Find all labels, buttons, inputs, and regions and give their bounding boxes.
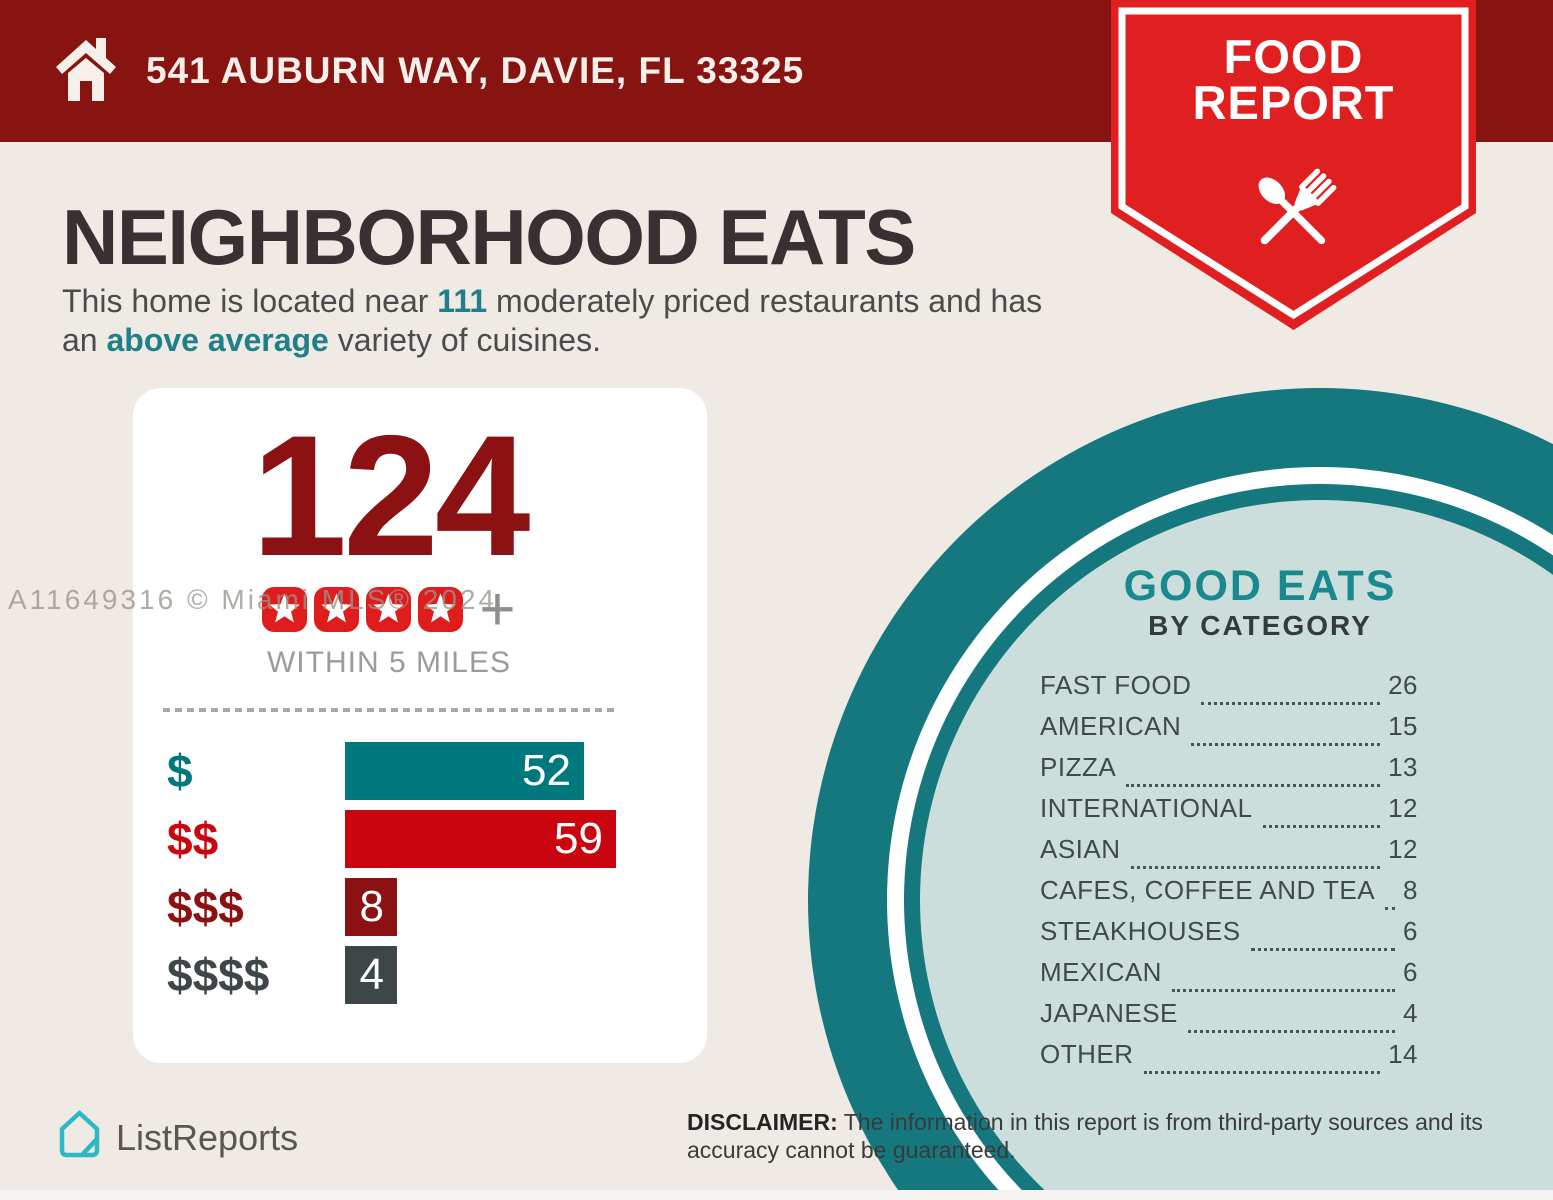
dotted-leader: [1171, 989, 1396, 992]
category-name: OTHER: [1040, 1039, 1134, 1069]
price-bar-row: $$ 59: [133, 810, 707, 868]
food-report-ribbon: FOOD REPORT: [1111, 0, 1476, 330]
category-value: 12: [1388, 793, 1418, 823]
price-bar-value: 52: [522, 746, 571, 795]
price-bar-value: 4: [359, 950, 384, 999]
listreports-wordmark: ListReports: [116, 1116, 299, 1158]
price-bar: 59: [345, 810, 616, 868]
star-icon: [418, 586, 464, 632]
price-tier-label: $$$$: [167, 949, 270, 1001]
category-name: MEXICAN: [1040, 957, 1162, 987]
dotted-leader: [1187, 1030, 1396, 1033]
star-rating: +: [163, 574, 615, 644]
price-tier-label: $$: [167, 813, 219, 865]
plus-icon: +: [479, 574, 516, 644]
category-value: 4: [1403, 998, 1418, 1028]
star-icon: [262, 586, 308, 632]
category-name: PIZZA: [1040, 752, 1117, 782]
category-row: ASIAN 12: [1040, 834, 1418, 875]
category-row: OTHER 14: [1040, 1039, 1418, 1080]
category-value: 15: [1388, 711, 1418, 741]
total-restaurant-count: 124: [251, 400, 531, 592]
category-value: 14: [1388, 1039, 1418, 1069]
price-tier-label: $: [167, 745, 193, 797]
variety-highlight: above average: [106, 322, 329, 358]
category-name: ASIAN: [1040, 834, 1121, 864]
listreports-icon: [58, 1110, 102, 1165]
price-bar-row: $$$$ 4: [133, 946, 707, 1004]
price-bar-value: 59: [554, 814, 603, 863]
category-value: 6: [1403, 916, 1418, 946]
price-bar-row: $$$ 8: [133, 878, 707, 936]
category-row: CAFES, COFFEE AND TEA 8: [1040, 875, 1418, 916]
listreports-logo: ListReports: [58, 1110, 298, 1165]
house-icon: [54, 32, 118, 111]
good-eats-title: GOOD EATS: [1123, 562, 1397, 610]
category-name: AMERICAN: [1040, 711, 1182, 741]
disclaimer-label: DISCLAIMER:: [687, 1109, 838, 1135]
price-bar-row: $ 52: [133, 742, 707, 800]
star-icon: [314, 586, 360, 632]
category-value: 26: [1388, 670, 1418, 700]
bottom-edge-strip: [0, 1190, 1553, 1200]
intro-paragraph: This home is located near 111 moderately…: [62, 283, 1043, 358]
mls-watermark: A11649316 © Miami MLS® 2024: [8, 584, 498, 615]
category-name: JAPANESE: [1040, 998, 1178, 1028]
price-bar: 52: [345, 742, 584, 800]
good-eats-subtitle: BY CATEGORY: [1148, 610, 1372, 641]
category-list: FAST FOOD 26 AMERICAN 15 PIZZA 13 INTERNATIONA…: [1040, 670, 1418, 1080]
dotted-leader: [1201, 702, 1381, 705]
category-name: INTERNATIONAL: [1040, 793, 1253, 823]
category-name: STEAKHOUSES: [1040, 916, 1241, 946]
category-name: CAFES, COFFEE AND TEA: [1040, 875, 1376, 905]
category-row: STEAKHOUSES 6: [1040, 916, 1418, 957]
dotted-leader: [1250, 948, 1396, 951]
dashed-divider: [163, 708, 615, 712]
ribbon-title: FOOD REPORT: [1192, 30, 1395, 129]
category-value: 13: [1388, 752, 1418, 782]
dotted-leader: [1191, 743, 1381, 746]
price-bar: 4: [345, 946, 397, 1004]
category-name: FAST FOOD: [1040, 670, 1192, 700]
property-address: 541 AUBURN WAY, DAVIE, FL 33325: [146, 50, 805, 91]
category-row: MEXICAN 6: [1040, 957, 1418, 998]
star-icon: [366, 586, 412, 632]
radius-label: WITHIN 5 MILES: [266, 646, 512, 679]
utensils-icon: [1258, 168, 1337, 245]
dotted-leader: [1126, 784, 1381, 787]
dotted-leader: [1262, 825, 1381, 828]
dotted-leader: [1130, 866, 1381, 869]
category-value: 8: [1403, 875, 1418, 905]
price-bar: 8: [345, 878, 397, 936]
category-row: JAPANESE 4: [1040, 998, 1418, 1039]
price-tier-label: $$$: [167, 881, 244, 933]
page-title: NEIGHBORHOOD EATS: [62, 193, 916, 281]
category-value: 12: [1388, 834, 1418, 864]
restaurant-summary-card: 124 + WITHIN 5 MILES $: [133, 388, 707, 1063]
dotted-leader: [1385, 907, 1396, 910]
category-row: INTERNATIONAL 12: [1040, 793, 1418, 834]
disclaimer: DISCLAIMER: The information in this repo…: [687, 1109, 1483, 1163]
category-row: FAST FOOD 26: [1040, 670, 1418, 711]
category-value: 6: [1403, 957, 1418, 987]
price-bar-value: 8: [359, 882, 384, 931]
category-row: PIZZA 13: [1040, 752, 1418, 793]
restaurant-count-highlight: 111: [437, 283, 488, 319]
dotted-leader: [1143, 1071, 1381, 1074]
category-row: AMERICAN 15: [1040, 711, 1418, 752]
